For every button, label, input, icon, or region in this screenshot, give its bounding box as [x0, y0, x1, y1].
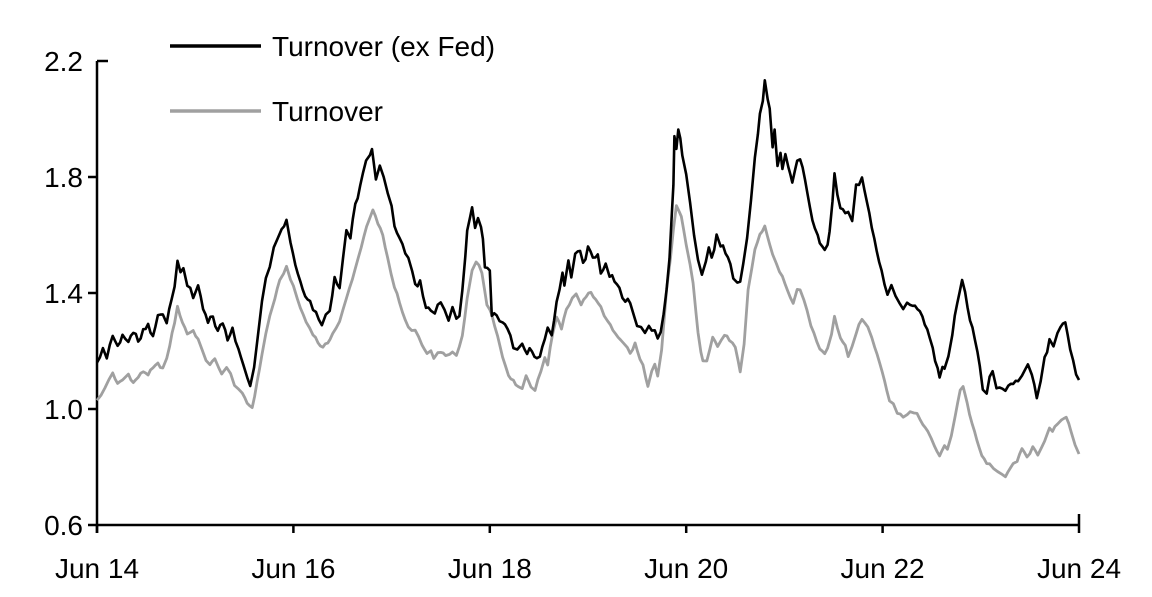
- series-line-turnover-ex-fed: [95, 79, 1081, 400]
- x-tick-label: Jun 24: [1037, 553, 1121, 584]
- legend-label-turnover-ex-fed: Turnover (ex Fed): [272, 31, 495, 62]
- x-tick-label: Jun 22: [841, 553, 925, 584]
- x-tick-label: Jun 18: [448, 553, 532, 584]
- y-tick-label: 1.8: [44, 162, 83, 193]
- y-tick-label: 1.4: [44, 278, 83, 309]
- series-lines: [95, 79, 1081, 479]
- legend: Turnover (ex Fed) Turnover: [170, 31, 495, 127]
- legend-label-turnover: Turnover: [272, 96, 383, 127]
- series-line-turnover: [95, 204, 1081, 479]
- y-tick-label: 1.0: [44, 394, 83, 425]
- x-tick-label: Jun 14: [55, 553, 139, 584]
- x-tick-label: Jun 16: [251, 553, 335, 584]
- axes: 2.2 1.8 1.4 1.0 0.6 Jun 14 Jun 16 Jun 18 Jun 20 J…: [44, 46, 1121, 584]
- x-tick-label: Jun 20: [644, 553, 728, 584]
- y-tick-label: 2.2: [44, 46, 83, 77]
- y-tick-label: 0.6: [44, 510, 83, 541]
